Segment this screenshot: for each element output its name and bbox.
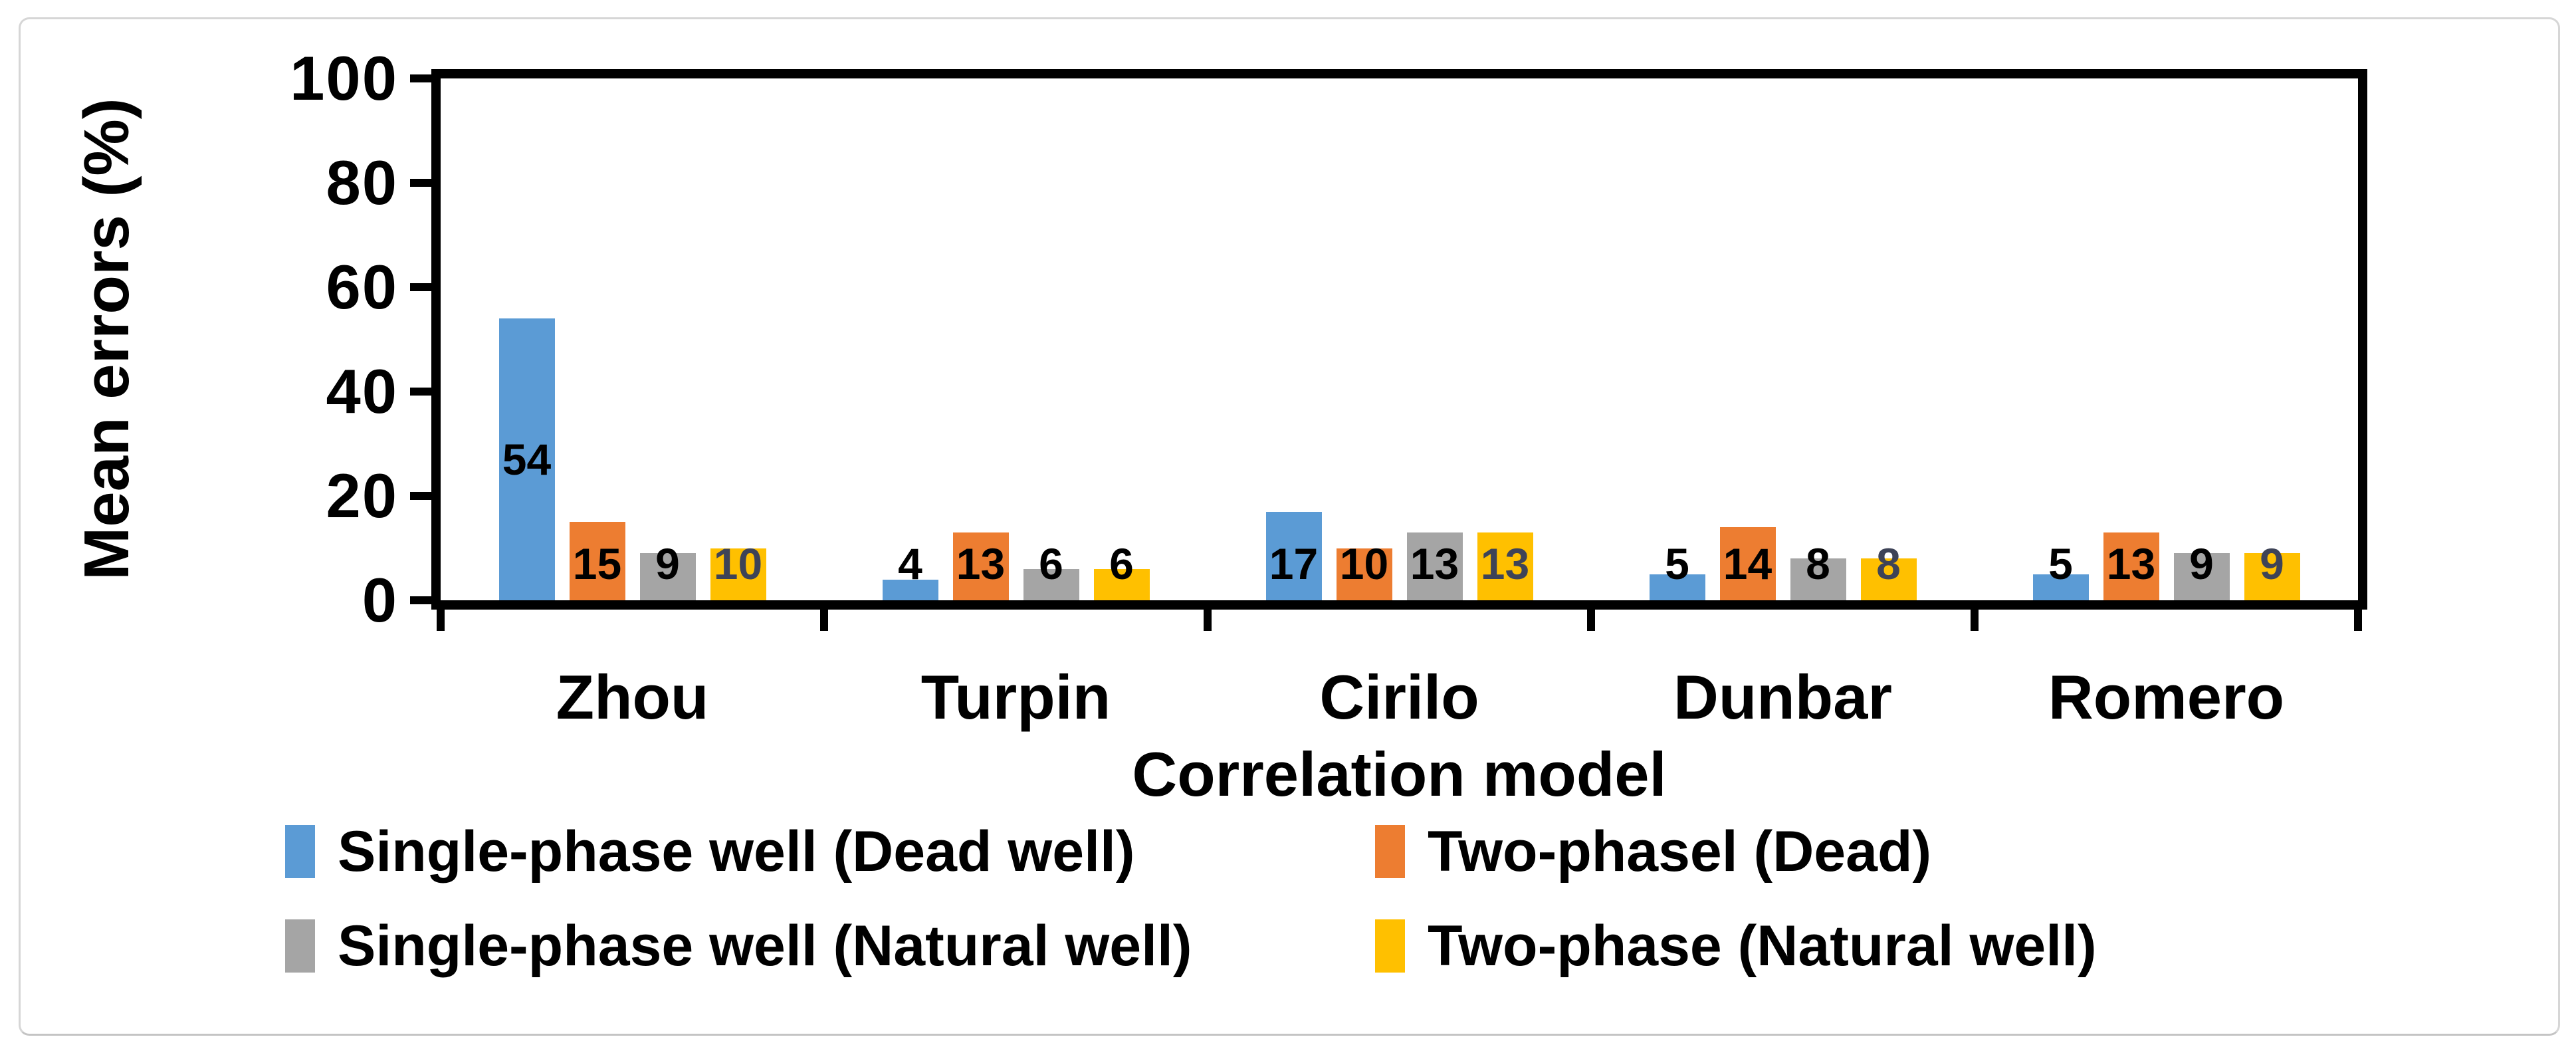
data-label-romero-series3: 9 [2189, 539, 2214, 588]
x-axis-tick-2 [1204, 610, 1212, 631]
data-label-zhou-series2: 15 [572, 539, 622, 588]
category-label-zhou: Zhou [556, 662, 709, 732]
y-axis-tick-label-20: 20 [326, 461, 398, 530]
bar-romero-series4: 9 [2244, 542, 2300, 600]
data-label-zhou-series1: 54 [502, 435, 552, 485]
bar-dunbar-series2: 14 [1719, 527, 1776, 600]
bar-dunbar-series4: 8 [1860, 542, 1917, 600]
bar-group-romero: 5 13 9 9 [1975, 78, 2358, 600]
data-label-cirilo-series4: 13 [1480, 539, 1530, 588]
data-label-cirilo-series1: 17 [1269, 539, 1319, 588]
data-label-dunbar-series4: 8 [1876, 539, 1901, 588]
bar-romero-series1: 5 [2032, 542, 2089, 600]
bar-zhou-series4: 10 [710, 542, 766, 600]
x-axis-tick-1 [820, 610, 828, 631]
category-label-turpin: Turpin [920, 662, 1111, 732]
legend-item-series2: Two-phasel (Dead) [1375, 817, 2097, 886]
y-axis-tick-label-60: 60 [326, 252, 398, 322]
x-axis-tick-3 [1587, 610, 1595, 631]
legend-swatch-icon [285, 825, 315, 878]
data-label-dunbar-series1: 5 [1665, 539, 1689, 588]
data-label-turpin-series2: 13 [956, 539, 1006, 588]
y-axis-tick-label-80: 80 [326, 148, 398, 217]
legend-label-series3: Single-phase well (Natural well) [338, 914, 1192, 978]
bar-group-cirilo: 17 10 13 13 [1208, 78, 1591, 600]
y-axis-tick-100 [410, 74, 431, 82]
y-axis-title: Mean errors (%) [71, 98, 142, 580]
category-label-cirilo: Cirilo [1319, 662, 1479, 732]
bar-cirilo-series2: 10 [1336, 542, 1392, 600]
bar-turpin-series3: 6 [1023, 542, 1079, 600]
bar-group-zhou: 54 15 9 10 [441, 78, 824, 600]
x-axis-tick-0 [437, 610, 445, 631]
bar-turpin-series1: 4 [882, 542, 938, 600]
data-label-cirilo-series3: 13 [1410, 539, 1459, 588]
legend-item-series1: Single-phase well (Dead well) [285, 817, 1375, 886]
y-axis-tick-0 [410, 596, 431, 604]
x-axis-tick-4 [1971, 610, 1979, 631]
data-label-romero-series1: 5 [2048, 539, 2073, 588]
legend-label-series4: Two-phase (Natural well) [1428, 914, 2097, 978]
bar-dunbar-series3: 8 [1790, 542, 1846, 600]
bar-romero-series3: 9 [2173, 542, 2230, 600]
bar-romero-series2: 13 [2103, 532, 2159, 600]
legend-swatch-icon [1375, 825, 1405, 878]
bar-cirilo-series4: 13 [1477, 532, 1533, 600]
legend-item-series4: Two-phase (Natural well) [1375, 911, 2097, 981]
x-axis-title: Correlation model [1132, 739, 1667, 809]
bar-cirilo-series1: 17 [1265, 511, 1322, 600]
y-axis-tick-label-40: 40 [326, 356, 398, 426]
legend-label-series1: Single-phase well (Dead well) [338, 820, 1135, 883]
plot-area: 54 15 9 10 4 13 6 6 17 10 13 13 5 14 8 8 5 13 9 9 [431, 69, 2367, 610]
data-label-cirilo-series2: 10 [1339, 539, 1389, 588]
data-label-dunbar-series3: 8 [1806, 539, 1830, 588]
bar-dunbar-series1: 5 [1649, 542, 1705, 600]
y-axis-tick-60 [410, 283, 431, 291]
bar-zhou-series1: 54 [498, 318, 555, 600]
bar-group-dunbar: 5 14 8 8 [1591, 78, 1975, 600]
data-label-zhou-series3: 9 [655, 539, 680, 588]
legend-item-series3: Single-phase well (Natural well) [285, 911, 1375, 981]
bar-zhou-series2: 15 [569, 522, 625, 600]
y-axis-tick-label-100: 100 [290, 43, 398, 113]
bar-cirilo-series3: 13 [1406, 532, 1463, 600]
x-axis-tick-5 [2354, 610, 2362, 631]
legend: Single-phase well (Dead well) Two-phasel … [285, 817, 2097, 981]
data-label-romero-series4: 9 [2260, 539, 2284, 588]
bar-turpin-series4: 6 [1093, 542, 1150, 600]
data-label-turpin-series1: 4 [898, 539, 922, 588]
data-label-turpin-series3: 6 [1039, 539, 1063, 588]
chart-card: Mean errors (%) 54 15 9 10 4 13 6 6 17 10 13 13 5 14 8… [19, 17, 2560, 1036]
data-label-zhou-series4: 10 [713, 539, 763, 588]
data-label-turpin-series4: 6 [1109, 539, 1134, 588]
legend-swatch-icon [1375, 919, 1405, 973]
legend-label-series2: Two-phasel (Dead) [1428, 820, 1932, 883]
category-label-dunbar: Dunbar [1673, 662, 1892, 732]
data-label-romero-series2: 13 [2106, 539, 2156, 588]
y-axis-tick-label-0: 0 [362, 565, 398, 635]
y-axis-tick-40 [410, 388, 431, 396]
category-label-romero: Romero [2048, 662, 2285, 732]
data-label-dunbar-series2: 14 [1723, 539, 1772, 588]
y-axis-tick-20 [410, 492, 431, 500]
y-axis-tick-80 [410, 179, 431, 187]
legend-swatch-icon [285, 919, 315, 973]
bar-group-turpin: 4 13 6 6 [824, 78, 1208, 600]
bar-zhou-series3: 9 [639, 542, 696, 600]
bar-turpin-series2: 13 [952, 532, 1009, 600]
